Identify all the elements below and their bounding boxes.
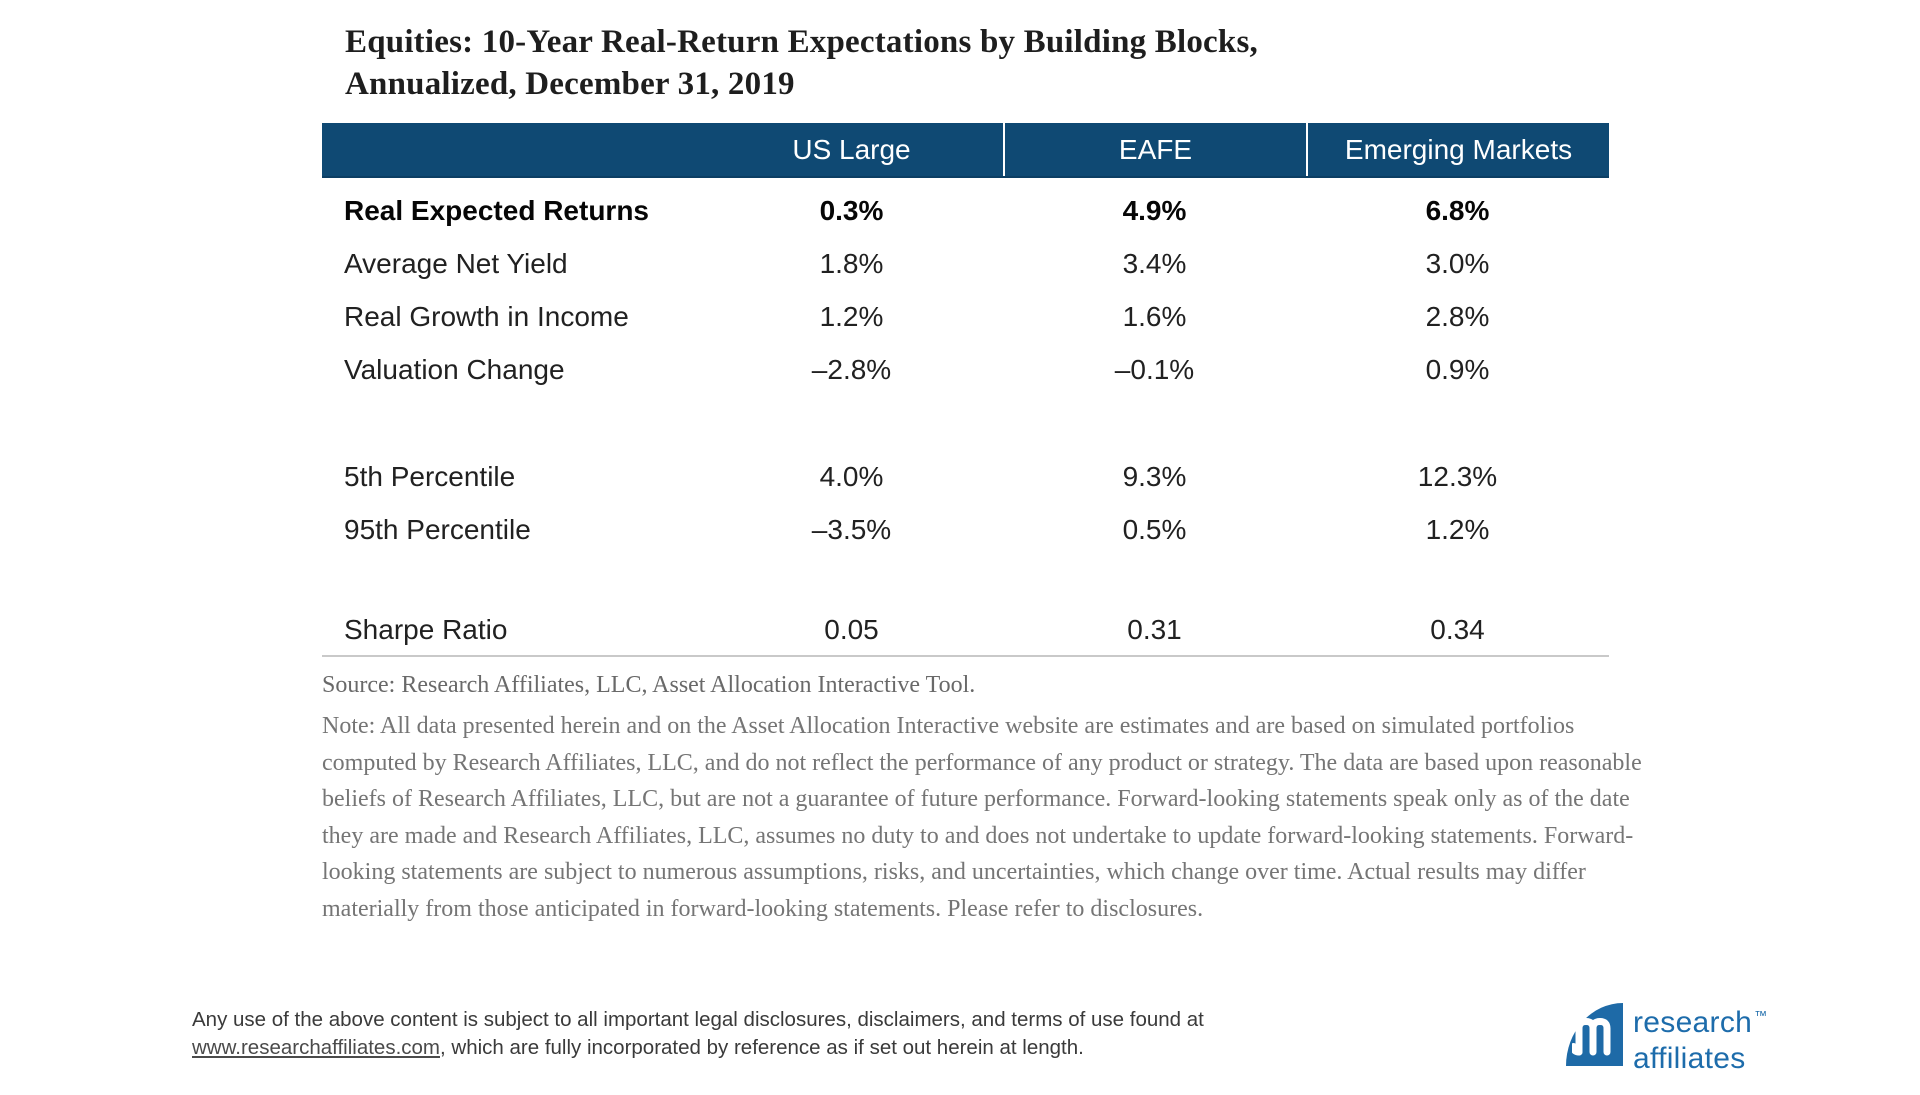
legal-footer: Any use of the above content is subject … bbox=[192, 1006, 1204, 1061]
column-header-us-large: US Large bbox=[792, 133, 911, 165]
note-paragraph: Note: All data presented herein and on t… bbox=[322, 713, 1642, 922]
cell-value: –0.1% bbox=[1114, 353, 1195, 385]
cell-value: 0.34 bbox=[1430, 614, 1485, 645]
row-label: Average Net Yield bbox=[344, 247, 568, 279]
row-label: Real Growth in Income bbox=[344, 300, 629, 332]
ra-monogram-paths bbox=[1572, 1018, 1611, 1056]
cell-value: 1.6% bbox=[1122, 300, 1187, 332]
table-row: Real Expected Returns 0.3% 4.9% 6.8% bbox=[322, 184, 1609, 237]
cell-value: –2.8% bbox=[811, 353, 892, 385]
table-row: Sharpe Ratio 0.05 0.31 0.34 bbox=[322, 605, 1609, 655]
table-row: Real Growth in Income 1.2% 1.6% 2.8% bbox=[322, 290, 1609, 343]
row-label: 5th Percentile bbox=[344, 460, 516, 492]
row-label: 95th Percentile bbox=[344, 513, 531, 545]
cell-value: 1.8% bbox=[819, 247, 884, 279]
column-header-emerging-markets: Emerging Markets bbox=[1306, 123, 1609, 176]
cell-value: 0.3% bbox=[819, 194, 884, 226]
cell-value: 2.8% bbox=[1425, 300, 1490, 332]
cell-value: 12.3% bbox=[1417, 460, 1498, 492]
cell-value: 0.5% bbox=[1122, 513, 1187, 545]
cell-value: –3.5% bbox=[811, 513, 892, 545]
cell-value: 1.2% bbox=[1425, 513, 1490, 545]
cell-value: 0.05 bbox=[824, 614, 879, 645]
cell-value: 9.3% bbox=[1122, 460, 1187, 492]
row-label: Valuation Change bbox=[344, 353, 565, 385]
row-spacer bbox=[322, 396, 1609, 450]
logo-wordmark: research ™ affiliates bbox=[1633, 1007, 1767, 1074]
cell-value: 4.0% bbox=[819, 460, 884, 492]
source-line: Source: Research Affiliates, LLC, Asset … bbox=[322, 672, 976, 698]
table-row: Valuation Change –2.8% –0.1% 0.9% bbox=[322, 343, 1609, 396]
research-affiliates-logo: research ™ affiliates bbox=[1566, 1003, 1767, 1074]
ra-monogram-icon bbox=[1566, 1003, 1623, 1066]
cell-value: 6.8% bbox=[1425, 194, 1490, 226]
researchaffiliates-link[interactable]: www.researchaffiliates.com bbox=[192, 1035, 440, 1059]
table-row: 95th Percentile –3.5% 0.5% 1.2% bbox=[322, 503, 1609, 556]
row-spacer bbox=[322, 556, 1609, 605]
legal-footer-rest: , which are fully incorporated by refere… bbox=[440, 1035, 1084, 1059]
trademark-symbol: ™ bbox=[1754, 1008, 1768, 1023]
cell-value: 3.4% bbox=[1122, 247, 1187, 279]
table-row: 5th Percentile 4.0% 9.3% 12.3% bbox=[322, 450, 1609, 503]
logo-word-affiliates: affiliates bbox=[1633, 1042, 1746, 1075]
column-header-eafe: EAFE bbox=[1003, 123, 1306, 176]
cell-value: 4.9% bbox=[1122, 194, 1187, 226]
cell-value: 0.31 bbox=[1127, 614, 1182, 645]
table-header-row: US Large EAFE Emerging Markets bbox=[322, 123, 1609, 178]
table-body: Real Expected Returns 0.3% 4.9% 6.8% Ave… bbox=[322, 178, 1609, 657]
row-label: Sharpe Ratio bbox=[344, 614, 508, 645]
cell-value: 3.0% bbox=[1425, 247, 1490, 279]
returns-table: US Large EAFE Emerging Markets Real Expe… bbox=[322, 123, 1609, 657]
row-label: Real Expected Returns bbox=[344, 194, 649, 226]
table-row: Average Net Yield 1.8% 3.4% 3.0% bbox=[322, 237, 1609, 290]
cell-value: 0.9% bbox=[1425, 353, 1490, 385]
logo-word-research: research bbox=[1633, 1006, 1753, 1039]
cell-value: 1.2% bbox=[819, 300, 884, 332]
page-title: Equities: 10-Year Real-Return Expectatio… bbox=[345, 24, 1258, 102]
legal-footer-text: Any use of the above content is subject … bbox=[192, 1008, 1204, 1031]
header-empty-cell bbox=[322, 123, 700, 176]
